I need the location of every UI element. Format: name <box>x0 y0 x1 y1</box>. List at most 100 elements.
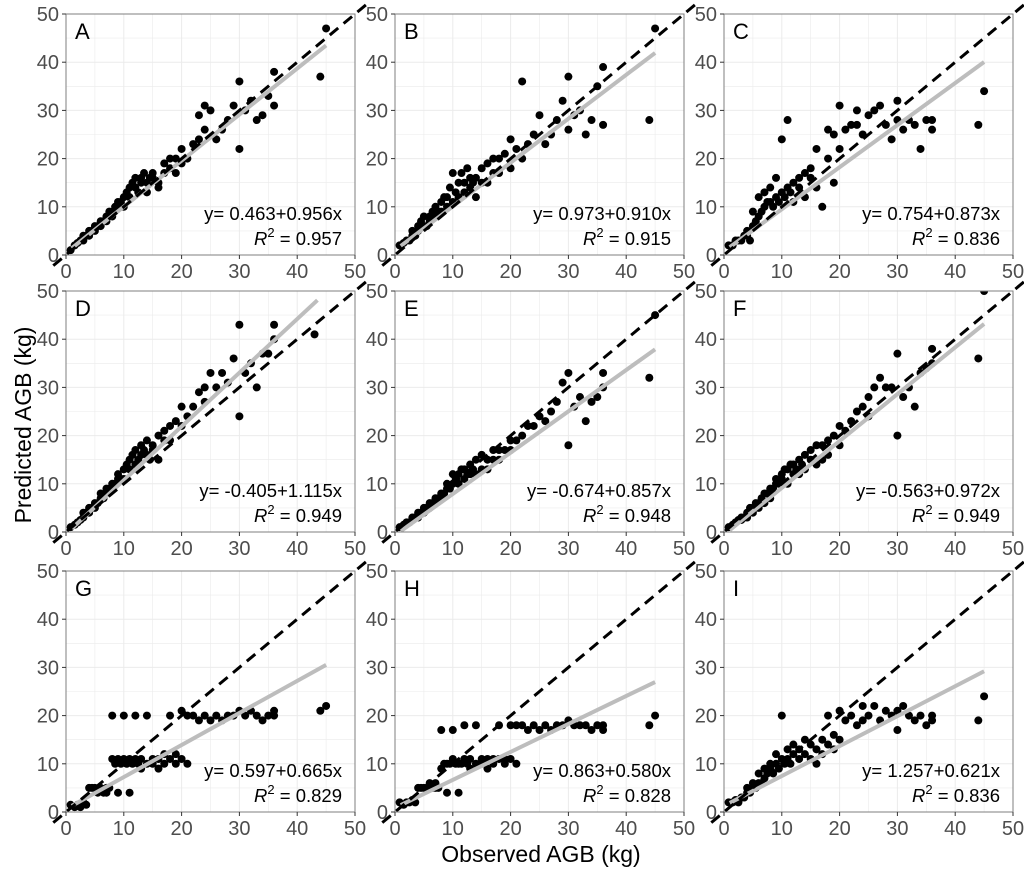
r-squared-exponent: 2 <box>596 225 603 240</box>
data-point <box>535 111 544 120</box>
panel-border <box>394 570 685 813</box>
data-point <box>824 436 833 445</box>
y-tick-label: 40 <box>37 329 59 351</box>
r-symbol: R <box>912 505 925 526</box>
x-tick-label: 50 <box>344 538 366 560</box>
data-point <box>928 716 937 725</box>
data-point <box>131 173 140 182</box>
y-tick-label: 0 <box>48 245 59 267</box>
data-point <box>800 735 809 744</box>
data-point <box>535 726 544 735</box>
data-point <box>140 169 149 178</box>
data-point <box>922 721 931 730</box>
y-tick-label: 40 <box>366 329 388 351</box>
data-point <box>189 402 198 411</box>
y-tick-label: 30 <box>366 657 388 679</box>
r-squared-value: = 0.915 <box>604 228 671 249</box>
y-tick-label: 20 <box>366 706 388 728</box>
data-point <box>229 354 238 363</box>
data-point <box>876 373 885 382</box>
r-squared-exponent: 2 <box>596 502 603 517</box>
data-point <box>980 291 989 295</box>
r-squared-value: = 0.829 <box>275 785 342 806</box>
data-point <box>171 417 180 426</box>
data-point <box>581 721 590 730</box>
data-point <box>131 446 140 455</box>
y-tick-label: 40 <box>37 52 59 74</box>
data-point <box>316 72 325 81</box>
r-symbol: R <box>583 785 596 806</box>
data-point <box>858 716 867 725</box>
points <box>724 87 989 250</box>
y-tick-label: 50 <box>366 4 388 26</box>
x-tick-label: 40 <box>615 818 637 840</box>
y-tick-label: 20 <box>37 706 59 728</box>
data-point <box>518 721 527 730</box>
data-point <box>171 750 180 759</box>
regression-equation: y= 0.863+0.580x <box>533 760 672 781</box>
data-point <box>445 183 454 192</box>
data-point <box>264 349 273 358</box>
regression-equation: y= -0.563+0.972x <box>856 480 1001 501</box>
panel-label: C <box>733 19 749 44</box>
data-point <box>241 711 250 720</box>
data-point <box>864 711 873 720</box>
data-point <box>523 726 532 735</box>
x-tick-label: 20 <box>828 538 850 560</box>
data-point <box>252 116 261 125</box>
data-point <box>194 111 203 120</box>
data-point <box>899 125 908 134</box>
data-point <box>477 164 486 173</box>
data-point <box>812 441 821 450</box>
y-tick-label: 50 <box>695 4 717 26</box>
r-squared-label: R2 = 0.836 <box>912 225 1000 249</box>
x-tick-label: 40 <box>615 261 637 283</box>
data-point <box>212 135 221 144</box>
x-tick-label: 30 <box>557 818 579 840</box>
data-point <box>137 754 146 763</box>
data-point <box>547 407 556 416</box>
y-tick-label: 10 <box>695 754 717 776</box>
one-to-one-line <box>710 559 1024 824</box>
data-point <box>471 173 480 182</box>
data-point <box>835 421 844 430</box>
data-point <box>160 159 169 168</box>
data-point <box>471 721 480 730</box>
data-point <box>137 178 146 187</box>
r-squared-exponent: 2 <box>596 782 603 797</box>
data-point <box>835 144 844 153</box>
data-point <box>142 711 151 720</box>
r-squared-exponent: 2 <box>267 502 274 517</box>
data-point <box>774 197 783 206</box>
data-point <box>774 764 783 773</box>
data-point <box>264 711 273 720</box>
x-axis-title: Observed AGB (kg) <box>441 841 640 867</box>
data-point <box>881 383 890 392</box>
r-squared-label: R2 = 0.828 <box>583 782 671 806</box>
x-tick-label: 30 <box>557 261 579 283</box>
data-point <box>766 759 775 768</box>
data-point <box>795 173 804 182</box>
r-squared-label: R2 = 0.949 <box>912 502 1000 526</box>
data-point <box>777 711 786 720</box>
data-point <box>108 711 117 720</box>
y-tick-label: 30 <box>37 100 59 122</box>
x-tick-label: 40 <box>286 538 308 560</box>
one-to-one-line <box>52 557 371 824</box>
data-point <box>252 383 261 392</box>
data-point <box>270 706 279 715</box>
data-point <box>258 716 267 725</box>
y-tick-label: 10 <box>366 754 388 776</box>
one-to-one-line <box>52 277 371 544</box>
data-point <box>651 711 660 720</box>
data-point <box>852 106 861 115</box>
panel-border <box>394 290 685 533</box>
data-point <box>166 421 175 430</box>
data-point <box>928 125 937 134</box>
data-point <box>910 402 919 411</box>
data-point <box>558 378 567 387</box>
data-point <box>206 716 215 725</box>
y-tick-label: 50 <box>37 4 59 26</box>
